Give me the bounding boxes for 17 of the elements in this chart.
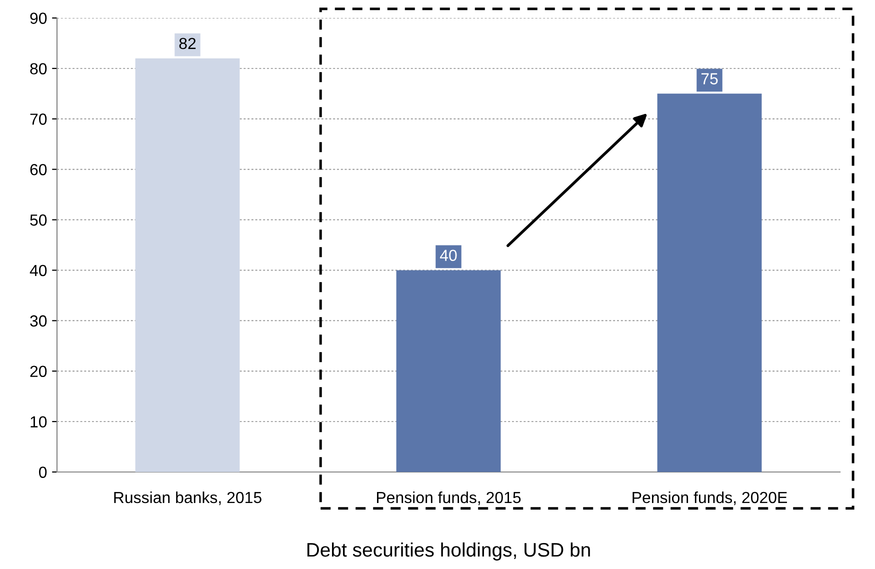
x-tick-label: Pension funds, 2015 — [376, 491, 521, 506]
data-label: 40 — [440, 250, 457, 262]
y-tick-label: 90 — [30, 12, 47, 24]
y-tick-label: 0 — [39, 466, 47, 478]
y-tick-label: 50 — [30, 214, 47, 226]
y-tick-label: 80 — [30, 63, 47, 74]
y-tick-label: 20 — [30, 366, 47, 378]
y-tick-label: 70 — [30, 114, 47, 125]
x-axis-title: Debt securities holdings, USD bn — [307, 542, 590, 561]
y-tick-label: 10 — [30, 416, 47, 428]
data-label: 75 — [701, 73, 718, 84]
y-tick-label: 40 — [30, 264, 47, 276]
x-tick-label: Pension funds, 2020E — [632, 491, 787, 506]
y-tick-label: 30 — [30, 315, 47, 327]
y-tick-label: 60 — [30, 164, 47, 176]
x-tick-label: Russian banks, 2015 — [114, 491, 262, 506]
data-label: 82 — [179, 38, 196, 50]
